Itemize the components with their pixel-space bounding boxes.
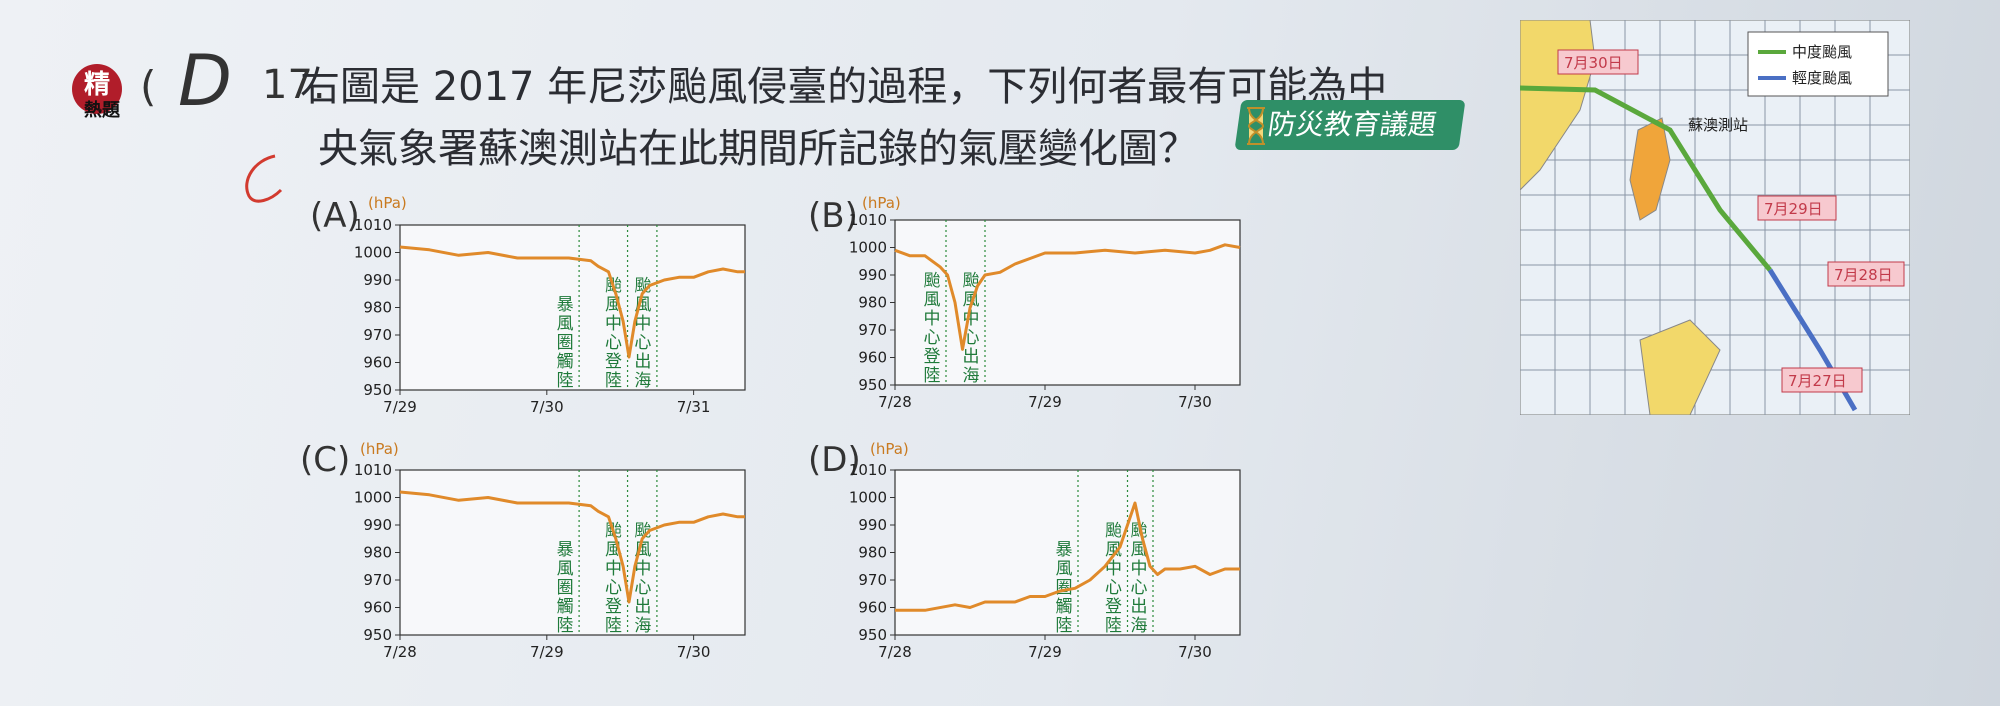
x-tick-label: 7/30: [530, 398, 564, 416]
y-tick-label: 1010: [849, 461, 887, 479]
date-0727: 7月27日: [1788, 372, 1847, 390]
x-tick-label: 7/30: [1178, 643, 1212, 661]
event-marker-label: 颱風中心登陸: [605, 276, 622, 391]
pressure-line: [399, 490, 745, 604]
y-tick-label: 970: [858, 571, 887, 589]
plot-frame: [894, 219, 1241, 386]
hot-question-badge: 精: [72, 64, 122, 114]
y-tick-label: 990: [858, 516, 887, 534]
y-tick-label: 960: [858, 599, 887, 617]
y-tick-label: 990: [858, 266, 887, 284]
x-tick-label: 7/30: [1178, 393, 1212, 411]
option-c-unit: (hPa): [360, 440, 399, 458]
y-tick-label: 960: [363, 354, 392, 372]
question-line-2: 央氣象署蘇澳測站在此期間所記錄的氣壓變化圖？: [318, 126, 1198, 172]
x-tick-label: 7/31: [677, 398, 711, 416]
y-tick-label: 1000: [849, 239, 887, 257]
event-marker-label: 暴風圈觸陸: [557, 295, 574, 391]
x-tick-label: 7/29: [1028, 643, 1062, 661]
plot-frame: [399, 469, 746, 636]
option-d-label: (D): [808, 440, 861, 480]
plot-frame: [399, 224, 746, 391]
topic-tag: 防災教育議題: [1234, 100, 1466, 150]
date-box-0729: [1757, 195, 1837, 221]
y-tick-label: 1010: [354, 461, 392, 479]
x-tick-label: 7/28: [878, 643, 912, 661]
y-tick-label: 980: [363, 299, 392, 317]
y-tick-label: 970: [363, 326, 392, 344]
event-marker-label: 颱風中心出海: [634, 521, 651, 636]
option-d-unit: (hPa): [870, 440, 909, 458]
option-b-label: (B): [808, 196, 858, 236]
y-tick-label: 950: [363, 381, 392, 399]
option-c-label: (C): [300, 440, 351, 480]
answer-paren: (: [140, 62, 157, 111]
option-a-unit: (hPa): [368, 194, 407, 212]
y-tick-label: 970: [858, 321, 887, 339]
y-tick-label: 1010: [354, 216, 392, 234]
question-number: 17.: [262, 62, 326, 108]
map-legend: [1747, 31, 1889, 97]
y-tick-label: 980: [858, 294, 887, 312]
hourglass-icon: [1247, 107, 1265, 145]
y-tick-label: 990: [363, 271, 392, 289]
x-tick-label: 7/29: [1028, 393, 1062, 411]
legend-moderate-label: 中度颱風: [1792, 43, 1852, 61]
y-tick-label: 960: [363, 599, 392, 617]
y-tick-label: 1000: [354, 489, 392, 507]
event-marker-label: 颱風中心出海: [1131, 521, 1148, 636]
y-tick-label: 950: [363, 626, 392, 644]
x-tick-label: 7/29: [383, 398, 417, 416]
hot-question-badge-sub: 熱題: [84, 100, 120, 121]
track-moderate: [1520, 85, 1772, 272]
y-tick-label: 1000: [849, 489, 887, 507]
y-tick-label: 1010: [849, 211, 887, 229]
y-tick-label: 1000: [354, 244, 392, 262]
y-tick-label: 960: [858, 349, 887, 367]
topic-tag-label: 防災教育議題: [1265, 108, 1439, 141]
x-tick-label: 7/28: [878, 393, 912, 411]
legend-mild-label: 輕度颱風: [1792, 69, 1852, 87]
y-tick-label: 950: [858, 376, 887, 394]
y-tick-label: 980: [363, 544, 392, 562]
event-marker-label: 暴風圈觸陸: [1056, 540, 1073, 636]
y-tick-label: 970: [363, 571, 392, 589]
y-tick-label: 950: [858, 626, 887, 644]
date-box-0727: [1781, 367, 1863, 393]
date-0728: 7月28日: [1834, 266, 1893, 284]
pressure-line: [399, 245, 745, 359]
pressure-line: [895, 501, 1240, 612]
event-marker-label: 颱風中心出海: [634, 276, 651, 391]
date-0730: 7月30日: [1564, 54, 1623, 72]
x-tick-label: 7/29: [530, 643, 564, 661]
y-tick-label: 980: [858, 544, 887, 562]
option-b-unit: (hPa): [862, 194, 901, 212]
x-tick-label: 7/28: [383, 643, 417, 661]
plot-frame: [894, 469, 1241, 636]
event-marker-label: 暴風圈觸陸: [557, 540, 574, 636]
question-line-1: 右圖是 2017 年尼莎颱風侵臺的過程，下列何者最有可能為中: [300, 64, 1388, 110]
date-0729: 7月29日: [1764, 200, 1823, 218]
date-box-0728: [1827, 261, 1905, 287]
y-tick-label: 990: [363, 516, 392, 534]
pressure-line: [894, 243, 1241, 351]
date-box-0730: [1557, 49, 1639, 75]
typhoon-track-map: 中度颱風 輕度颱風 蘇澳測站 7月30日 7月29日 7月28日 7月27日: [1520, 20, 1910, 415]
event-marker-label: 颱風中心登陸: [924, 271, 941, 386]
red-check-mark: [245, 154, 283, 203]
handwritten-answer: D: [178, 40, 232, 122]
x-tick-label: 7/30: [677, 643, 711, 661]
luzon-landmass: [1639, 319, 1721, 415]
event-marker-label: 颱風中心登陸: [605, 521, 622, 636]
taiwan-island: [1629, 117, 1671, 221]
station-label: 蘇澳測站: [1688, 116, 1748, 134]
event-marker-label: 颱風中心登陸: [1105, 521, 1122, 636]
option-a-label: (A): [310, 196, 360, 236]
